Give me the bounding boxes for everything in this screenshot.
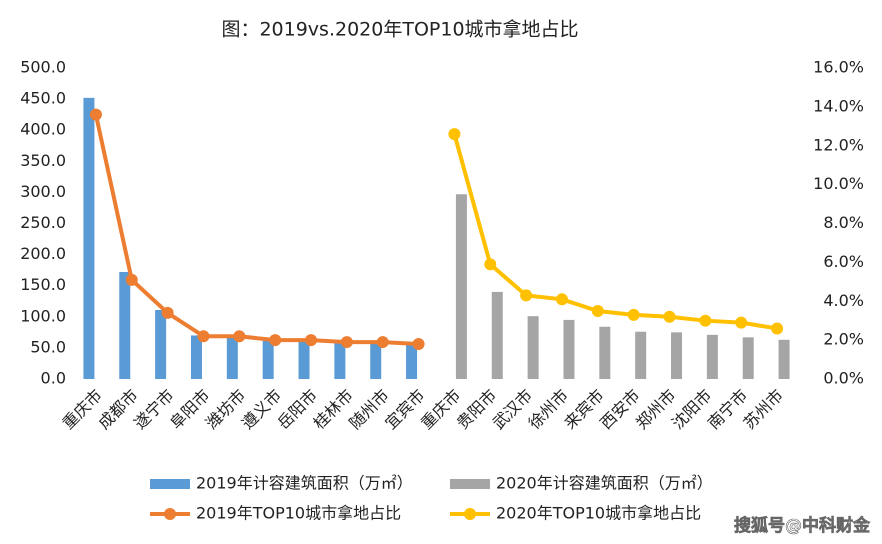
bar [778, 339, 790, 379]
bar [406, 342, 418, 379]
bar [155, 309, 167, 379]
x-tick-label: 重庆市 [59, 386, 106, 433]
x-tick-label: 武汉市 [489, 386, 536, 433]
y-tick-label: 400.0 [20, 120, 66, 139]
x-tick-label: 潍坊市 [202, 386, 249, 433]
marker [591, 304, 604, 317]
watermark: 搜狐号@中科财金 [734, 515, 871, 536]
x-tick-label: 重庆市 [417, 386, 464, 433]
legend-label: 2020年TOP10城市拿地占比 [496, 504, 701, 523]
bar [262, 339, 274, 379]
x-tick-label: 徐州市 [525, 386, 572, 433]
line [93, 114, 419, 347]
y-tick-label: 500.0 [20, 58, 66, 77]
x-tick-label: 遵义市 [238, 386, 285, 433]
marker [735, 316, 748, 329]
y-tick-label: 300.0 [20, 182, 66, 201]
bar [226, 336, 238, 379]
x-tick-label: 阜阳市 [166, 386, 213, 433]
x-tick-label: 岳阳市 [274, 386, 321, 433]
legend-label: 2019年计容建筑面积（万㎡） [196, 474, 413, 493]
marker [412, 338, 425, 351]
marker [663, 310, 676, 323]
marker [161, 306, 174, 319]
x-tick-label: 西安市 [596, 386, 643, 433]
y2-tick-label: 12.0% [813, 135, 864, 154]
legend-label: 2020年计容建筑面积（万㎡） [496, 474, 713, 493]
marker [233, 330, 246, 343]
bar [83, 97, 95, 379]
line [452, 133, 778, 331]
marker [448, 128, 461, 141]
y-tick-label: 250.0 [20, 213, 66, 232]
marker [699, 314, 712, 327]
marker [520, 289, 533, 302]
bar [599, 326, 611, 379]
marker [125, 273, 138, 286]
bar [491, 291, 503, 379]
marker [269, 334, 282, 347]
legend-label: 2019年TOP10城市拿地占比 [196, 504, 401, 523]
bar [298, 339, 310, 379]
marker [627, 308, 640, 321]
x-tick-label: 成都市 [94, 386, 141, 433]
bar [455, 194, 467, 379]
marker [89, 108, 102, 121]
marker [305, 334, 318, 347]
bar [190, 335, 202, 379]
y-tick-label: 200.0 [20, 244, 66, 263]
bar [527, 316, 539, 379]
y2-tick-label: 14.0% [813, 96, 864, 115]
marker [771, 322, 784, 335]
x-tick-label: 沈阳市 [668, 386, 715, 433]
x-tick-label: 来宾市 [560, 386, 607, 433]
bar [370, 341, 382, 379]
y2-tick-label: 2.0% [823, 330, 864, 349]
x-tick-label: 南宁市 [704, 386, 751, 433]
bar [671, 332, 683, 379]
y2-tick-label: 6.0% [823, 252, 864, 271]
y2-tick-label: 10.0% [813, 174, 864, 193]
chart-title: 图：2019vs.2020年TOP10城市拿地占比 [221, 18, 578, 41]
x-tick-label: 桂林市 [309, 386, 356, 433]
bar [635, 331, 647, 379]
x-tick-label: 随州市 [345, 386, 392, 433]
y-tick-label: 100.0 [20, 306, 66, 325]
y-tick-label: 150.0 [20, 275, 66, 294]
x-tick-label: 贵阳市 [453, 386, 500, 433]
y-tick-label: 50.0 [30, 337, 66, 356]
x-tick-label: 宜宾市 [381, 386, 428, 433]
y2-tick-label: 0.0% [823, 369, 864, 388]
marker [484, 258, 497, 271]
y2-tick-label: 8.0% [823, 213, 864, 232]
bar [706, 334, 718, 379]
bar [119, 272, 131, 379]
x-tick-label: 遂宁市 [130, 386, 177, 433]
y2-tick-label: 4.0% [823, 291, 864, 310]
legend-swatch [150, 479, 190, 489]
marker [555, 293, 568, 306]
y2-tick-label: 16.0% [813, 58, 864, 77]
marker [340, 336, 353, 349]
bar [742, 337, 754, 379]
x-tick-label: 苏州市 [740, 386, 787, 433]
y-tick-label: 0.0 [41, 369, 66, 388]
legend-swatch [450, 479, 490, 489]
legend-swatch [164, 508, 176, 520]
y-tick-label: 350.0 [20, 151, 66, 170]
marker [197, 330, 210, 343]
y-tick-label: 450.0 [20, 89, 66, 108]
bar [334, 340, 346, 379]
marker [376, 336, 389, 349]
legend-swatch [464, 508, 476, 520]
x-tick-label: 郑州市 [632, 386, 679, 433]
bar [563, 319, 575, 379]
